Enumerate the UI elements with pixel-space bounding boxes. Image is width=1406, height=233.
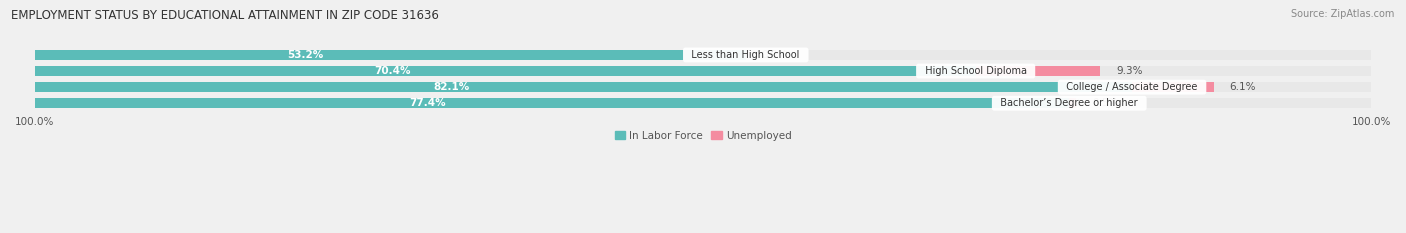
Text: 9.3%: 9.3% [1116,66,1143,76]
Text: Less than High School: Less than High School [686,50,806,60]
Bar [1069,98,1076,108]
Text: 82.1%: 82.1% [433,82,470,92]
Text: 0.5%: 0.5% [1092,98,1118,108]
Text: Source: ZipAtlas.com: Source: ZipAtlas.com [1291,9,1395,19]
Bar [35,82,1371,92]
Bar [35,66,976,76]
Text: 6.1%: 6.1% [1230,82,1256,92]
Text: 77.4%: 77.4% [409,98,446,108]
Text: 70.4%: 70.4% [374,66,411,76]
Bar [1132,82,1213,92]
Text: EMPLOYMENT STATUS BY EDUCATIONAL ATTAINMENT IN ZIP CODE 31636: EMPLOYMENT STATUS BY EDUCATIONAL ATTAINM… [11,9,439,22]
Bar [35,98,1371,108]
Bar [35,50,1371,60]
Text: 53.2%: 53.2% [287,50,323,60]
Text: 0.0%: 0.0% [762,50,787,60]
Bar [35,82,1132,92]
Bar [976,66,1099,76]
Bar [35,66,1371,76]
Text: High School Diploma: High School Diploma [918,66,1033,76]
Legend: In Labor Force, Unemployed: In Labor Force, Unemployed [610,127,796,145]
Text: Bachelor’s Degree or higher: Bachelor’s Degree or higher [994,98,1144,108]
Bar [35,98,1069,108]
Bar [35,50,745,60]
Text: College / Associate Degree: College / Associate Degree [1060,82,1204,92]
